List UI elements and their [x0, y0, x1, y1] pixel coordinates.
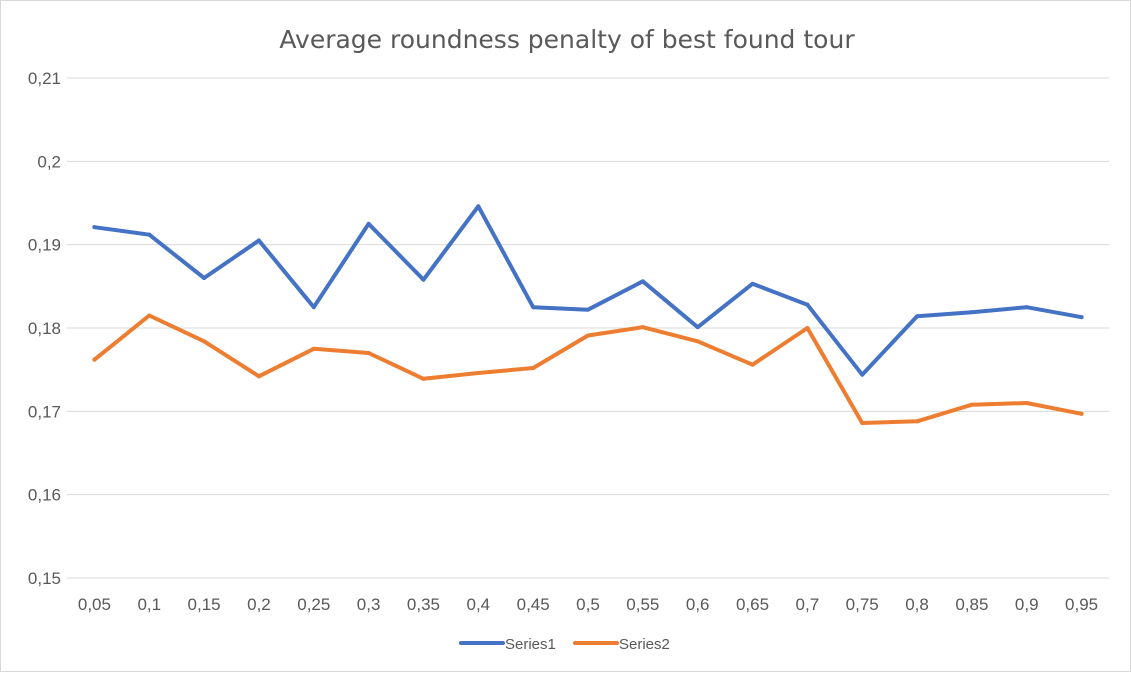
- x-tick-label: 0,75: [846, 595, 879, 614]
- series-line: [92, 204, 1084, 377]
- data-point: [805, 302, 810, 307]
- series-1: [92, 204, 1084, 377]
- data-point: [366, 351, 371, 355]
- y-tick-label: 0,17: [28, 402, 61, 421]
- x-tick-label: 0,2: [247, 595, 271, 614]
- x-tick-label: 0,25: [297, 595, 330, 614]
- x-tick-label: 0,05: [78, 595, 111, 614]
- x-tick-label: 0,95: [1065, 595, 1098, 614]
- data-point: [1024, 305, 1029, 310]
- data-point: [640, 279, 645, 284]
- x-tick-label: 0,5: [576, 595, 600, 614]
- data-point: [695, 325, 700, 330]
- data-point: [256, 238, 261, 243]
- data-point: [92, 225, 97, 230]
- data-point: [421, 277, 426, 282]
- data-point: [915, 314, 920, 319]
- y-tick-label: 0,15: [28, 569, 61, 588]
- data-point: [860, 421, 865, 425]
- series-line: [92, 313, 1084, 425]
- x-tick-label: 0,85: [955, 595, 988, 614]
- data-point: [586, 333, 590, 338]
- data-point: [476, 204, 481, 209]
- legend-item: Series1: [459, 636, 556, 653]
- y-tick-label: 0,21: [28, 69, 61, 88]
- data-point: [1079, 411, 1084, 416]
- y-tick-label: 0,18: [28, 319, 61, 338]
- legend-item: Series2: [573, 636, 670, 653]
- data-point: [421, 376, 426, 381]
- data-point: [92, 357, 97, 362]
- x-tick-label: 0,4: [466, 595, 490, 614]
- data-point: [969, 402, 974, 407]
- data-point: [1079, 315, 1084, 320]
- x-tick-label: 0,7: [796, 595, 820, 614]
- data-point: [915, 419, 920, 424]
- y-tick-label: 0,2: [37, 152, 61, 171]
- series-lines: [92, 204, 1084, 425]
- x-tick-label: 0,65: [736, 595, 769, 614]
- data-point: [750, 362, 755, 367]
- data-point: [640, 325, 645, 330]
- data-point: [311, 346, 316, 351]
- data-point: [476, 371, 481, 375]
- data-point: [860, 372, 865, 377]
- data-point: [147, 232, 152, 237]
- x-tick-label: 0,1: [137, 595, 161, 614]
- data-point: [586, 307, 590, 312]
- x-tick-label: 0,8: [905, 595, 929, 614]
- x-tick-label: 0,15: [188, 595, 221, 614]
- data-point: [531, 366, 536, 370]
- gridlines: [67, 77, 1109, 579]
- data-point: [202, 276, 207, 280]
- x-tick-label: 0,45: [517, 595, 550, 614]
- x-tick-label: 0,6: [686, 595, 710, 614]
- data-point: [805, 326, 810, 330]
- x-tick-label: 0,3: [357, 595, 381, 614]
- data-point: [695, 339, 700, 344]
- chart-title: Average roundness penalty of best found …: [279, 25, 855, 54]
- data-point: [202, 339, 207, 344]
- series-2: [92, 313, 1084, 425]
- data-point: [1024, 401, 1029, 405]
- x-tick-label: 0,35: [407, 595, 440, 614]
- x-tick-label: 0,9: [1015, 595, 1039, 614]
- data-point: [366, 221, 371, 226]
- y-tick-label: 0,19: [28, 236, 61, 255]
- data-point: [969, 310, 974, 315]
- data-point: [311, 305, 316, 310]
- y-axis-tick-labels: 0,15 0,16 0,17 0,18 0,19 0,2 0,21: [28, 69, 61, 588]
- y-tick-label: 0,16: [28, 486, 61, 505]
- data-point: [750, 281, 755, 286]
- legend-label: Series2: [619, 636, 670, 653]
- data-point: [531, 305, 536, 310]
- legend-label: Series1: [505, 636, 556, 653]
- data-point: [256, 374, 261, 379]
- legend: Series1 Series2: [459, 636, 670, 653]
- data-point: [147, 313, 152, 318]
- x-tick-label: 0,55: [626, 595, 659, 614]
- x-axis-tick-labels: 0,05 0,1 0,15 0,2 0,25 0,3 0,35 0,4 0,45 0,5 0,55 0…: [78, 595, 1098, 614]
